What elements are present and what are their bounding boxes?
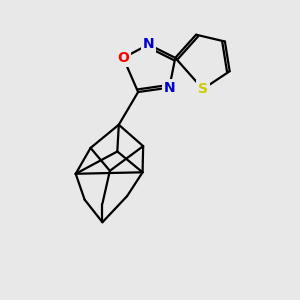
Text: O: O: [117, 51, 129, 65]
Text: S: S: [198, 82, 208, 96]
Text: N: N: [143, 38, 154, 52]
Text: N: N: [164, 81, 175, 94]
